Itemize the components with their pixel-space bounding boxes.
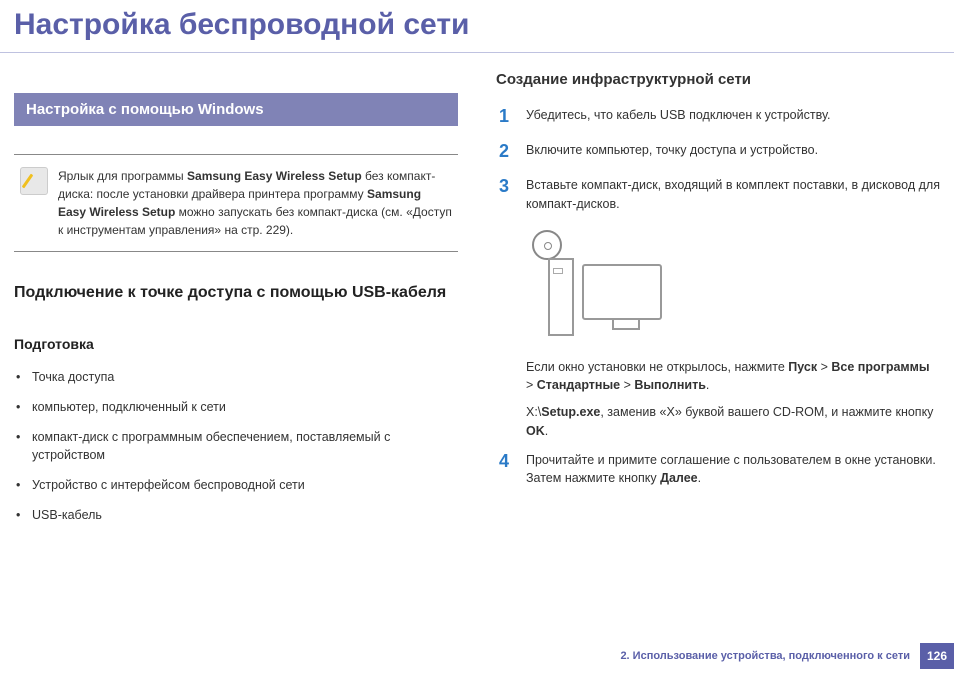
t: Setup.exe [541,405,600,419]
step-text: Вставьте компакт-диск, входящий в компле… [526,176,940,214]
step-1: 1 Убедитесь, что кабель USB подключен к … [496,106,940,127]
list-item: компьютер, подключенный к сети [16,392,458,422]
step3-sub-block: Если окно установки не открылось, нажмит… [526,358,940,441]
t: > [526,378,537,392]
note-part-a: Ярлык для программы [58,169,187,183]
left-column: Настройка с помощью Windows Ярлык для пр… [14,71,458,530]
step-2: 2 Включите компьютер, точку доступа и ус… [496,141,940,162]
note-box: Ярлык для программы Samsung Easy Wireles… [14,154,458,252]
infra-heading: Создание инфраструктурной сети [496,71,940,88]
step-number: 4 [496,451,512,489]
t: Если окно установки не открылось, нажмит… [526,360,788,374]
note-text: Ярлык для программы Samsung Easy Wireles… [58,167,452,239]
pc-tower-icon [548,258,574,336]
step-3: 3 Вставьте компакт-диск, входящий в комп… [496,176,940,214]
t: . [706,378,709,392]
t: Пуск [788,360,817,374]
connect-heading: Подключение к точке доступа с помощью US… [14,282,458,304]
page-title: Настройка беспроводной сети [0,0,954,53]
footer-chapter: 2. Использование устройства, подключенно… [620,650,910,662]
t: . [698,471,701,485]
list-item: USB-кабель [16,500,458,530]
t: . [545,424,548,438]
right-column: Создание инфраструктурной сети 1 Убедите… [496,71,940,530]
t: , заменив «X» буквой вашего CD-ROM, и на… [600,405,933,419]
step-4: 4 Прочитайте и примите соглашение с поль… [496,451,940,489]
step-text: Прочитайте и примите соглашение с пользо… [526,451,940,489]
t: > [817,360,831,374]
list-item: Точка доступа [16,362,458,392]
list-item: компакт-диск с программным обеспечением,… [16,422,458,470]
prep-heading: Подготовка [14,336,458,352]
t: OK [526,424,545,438]
t: Выполнить [634,378,706,392]
t: Стандартные [537,378,620,392]
section-heading-bar: Настройка с помощью Windows [14,93,458,126]
monitor-icon [582,264,662,320]
note-bold-1: Samsung Easy Wireless Setup [187,169,362,183]
t: Все программы [831,360,929,374]
content-columns: Настройка с помощью Windows Ярлык для пр… [0,53,954,530]
step-number: 2 [496,141,512,162]
t: Прочитайте и примите соглашение с пользо… [526,453,936,486]
list-item: Устройство с интерфейсом беспроводной се… [16,470,458,500]
sub-text-b: X:\Setup.exe, заменив «X» буквой вашего … [526,403,940,441]
t: > [620,378,634,392]
page-footer: 2. Использование устройства, подключенно… [620,643,954,669]
step-number: 3 [496,176,512,214]
prep-bullet-list: Точка доступа компьютер, подключенный к … [14,362,458,531]
t: Далее [660,471,698,485]
t: X:\ [526,405,541,419]
step-text: Включите компьютер, точку доступа и устр… [526,141,818,162]
disc-icon [532,230,562,260]
sub-text-a: Если окно установки не открылось, нажмит… [526,358,940,396]
note-icon [20,167,48,195]
page-number: 126 [920,643,954,669]
cd-computer-diagram [526,228,666,348]
step-text: Убедитесь, что кабель USB подключен к ус… [526,106,830,127]
step-number: 1 [496,106,512,127]
